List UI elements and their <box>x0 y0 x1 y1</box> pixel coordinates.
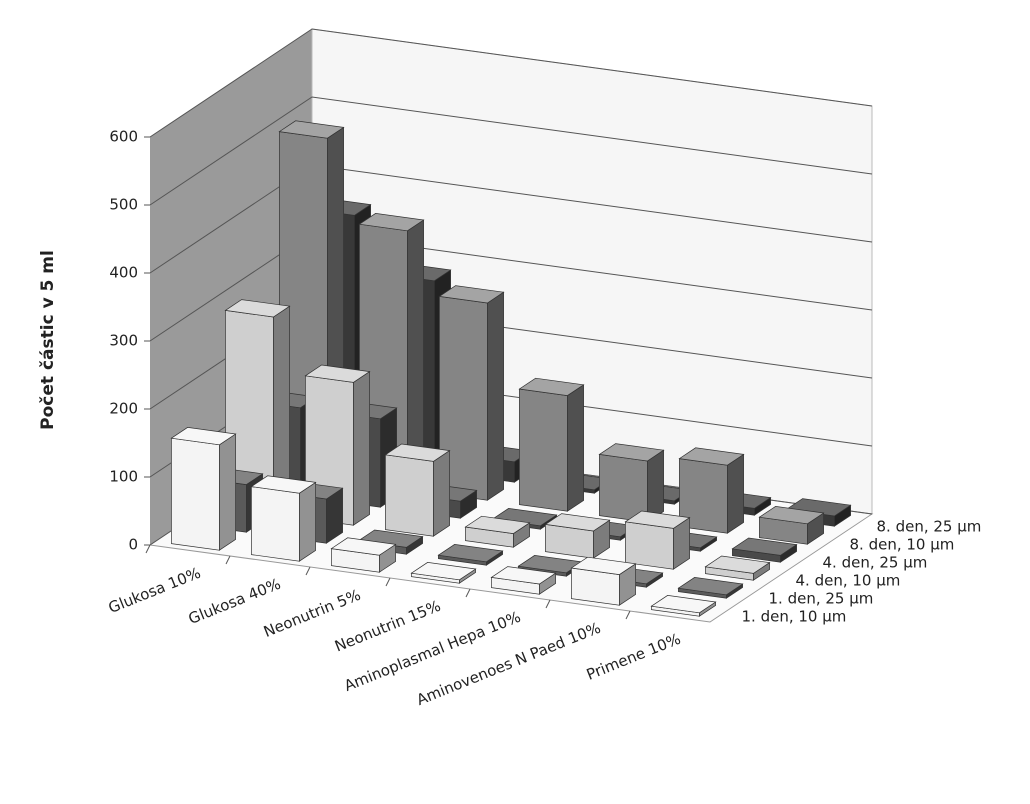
bar <box>250 475 317 562</box>
bar-side <box>647 449 664 523</box>
bar <box>624 510 691 570</box>
bar <box>677 577 744 599</box>
grid-line <box>149 96 873 206</box>
bar-top <box>384 443 451 462</box>
x-tick-label: Glukosa 40% <box>186 575 283 628</box>
x-tick-label: Aminoplasmal Hepa 10% <box>342 608 524 695</box>
bar-top <box>598 443 665 462</box>
y-tick-label: 400 <box>109 264 138 282</box>
bar-top <box>438 285 505 304</box>
bar <box>384 443 451 537</box>
bar-top <box>304 364 371 383</box>
bar <box>678 447 745 534</box>
bar-top <box>358 213 425 232</box>
y-tick-label: 100 <box>109 468 138 486</box>
x-tick <box>305 566 311 576</box>
bar-top <box>330 537 397 556</box>
bar <box>437 544 504 566</box>
y-tick-label: 600 <box>109 128 138 146</box>
x-tick <box>385 577 391 587</box>
grid-line <box>149 28 873 138</box>
bar-top <box>570 556 637 575</box>
y-tick-label: 300 <box>109 332 138 350</box>
x-tick-label: Glukosa 10% <box>106 564 203 617</box>
bar-top <box>704 555 771 574</box>
bar-top <box>490 566 557 585</box>
bar-top <box>678 447 745 466</box>
x-tick <box>545 599 551 609</box>
bar-side <box>353 370 370 526</box>
bar <box>758 506 825 545</box>
bar <box>410 562 477 584</box>
bar-top <box>410 562 477 581</box>
x-tick <box>625 610 631 620</box>
series-label: 1. den, 10 µm <box>742 608 847 626</box>
bar-top <box>250 475 317 494</box>
bar <box>650 595 717 617</box>
series-label: 8. den, 10 µm <box>850 536 955 554</box>
bar-front <box>519 388 568 512</box>
bar-side <box>433 449 450 537</box>
bar <box>518 377 585 512</box>
bar-side <box>299 481 316 562</box>
series-label: 4. den, 25 µm <box>823 554 928 572</box>
x-tick <box>225 555 231 565</box>
series-label: 4. den, 10 µm <box>796 572 901 590</box>
bar-side <box>487 291 504 501</box>
bar <box>570 556 637 606</box>
x-tick-label: Aminovenoes N Paed 10% <box>414 619 603 709</box>
bar-side <box>567 384 584 512</box>
bar <box>598 443 665 523</box>
y-tick-label: 500 <box>109 196 138 214</box>
bar-top <box>731 537 798 556</box>
x-tick <box>465 588 471 598</box>
bar <box>731 537 798 563</box>
bar-top <box>224 299 291 318</box>
bar-top <box>437 544 504 563</box>
bar-top <box>278 120 345 139</box>
x-tick-label: Primene 10% <box>584 630 683 684</box>
series-label: 8. den, 25 µm <box>877 518 982 536</box>
bar-top <box>518 377 585 396</box>
bar-front <box>251 486 300 562</box>
bar-top <box>758 506 825 525</box>
bar <box>438 285 505 501</box>
y-tick-label: 0 <box>128 536 138 554</box>
bar <box>224 299 291 515</box>
bar-front <box>385 454 434 537</box>
bar <box>490 566 557 595</box>
y-axis-label: Počet částic v 5 ml <box>38 250 58 430</box>
x-tick <box>145 544 151 554</box>
bar-top <box>624 510 691 529</box>
bar-side <box>219 433 236 551</box>
bar-top <box>544 513 611 532</box>
bar-front <box>171 437 220 551</box>
bar-top <box>464 515 531 534</box>
bar <box>170 427 237 551</box>
bar <box>544 513 611 559</box>
series-label: 1. den, 25 µm <box>769 590 874 608</box>
bar-top <box>170 427 237 446</box>
bar-side <box>727 453 744 534</box>
bar-front <box>625 521 674 570</box>
bar <box>704 555 771 581</box>
bar <box>464 515 531 548</box>
bar <box>330 537 397 573</box>
bar-top <box>677 577 744 596</box>
bar-top <box>650 595 717 614</box>
y-tick-label: 200 <box>109 400 138 418</box>
